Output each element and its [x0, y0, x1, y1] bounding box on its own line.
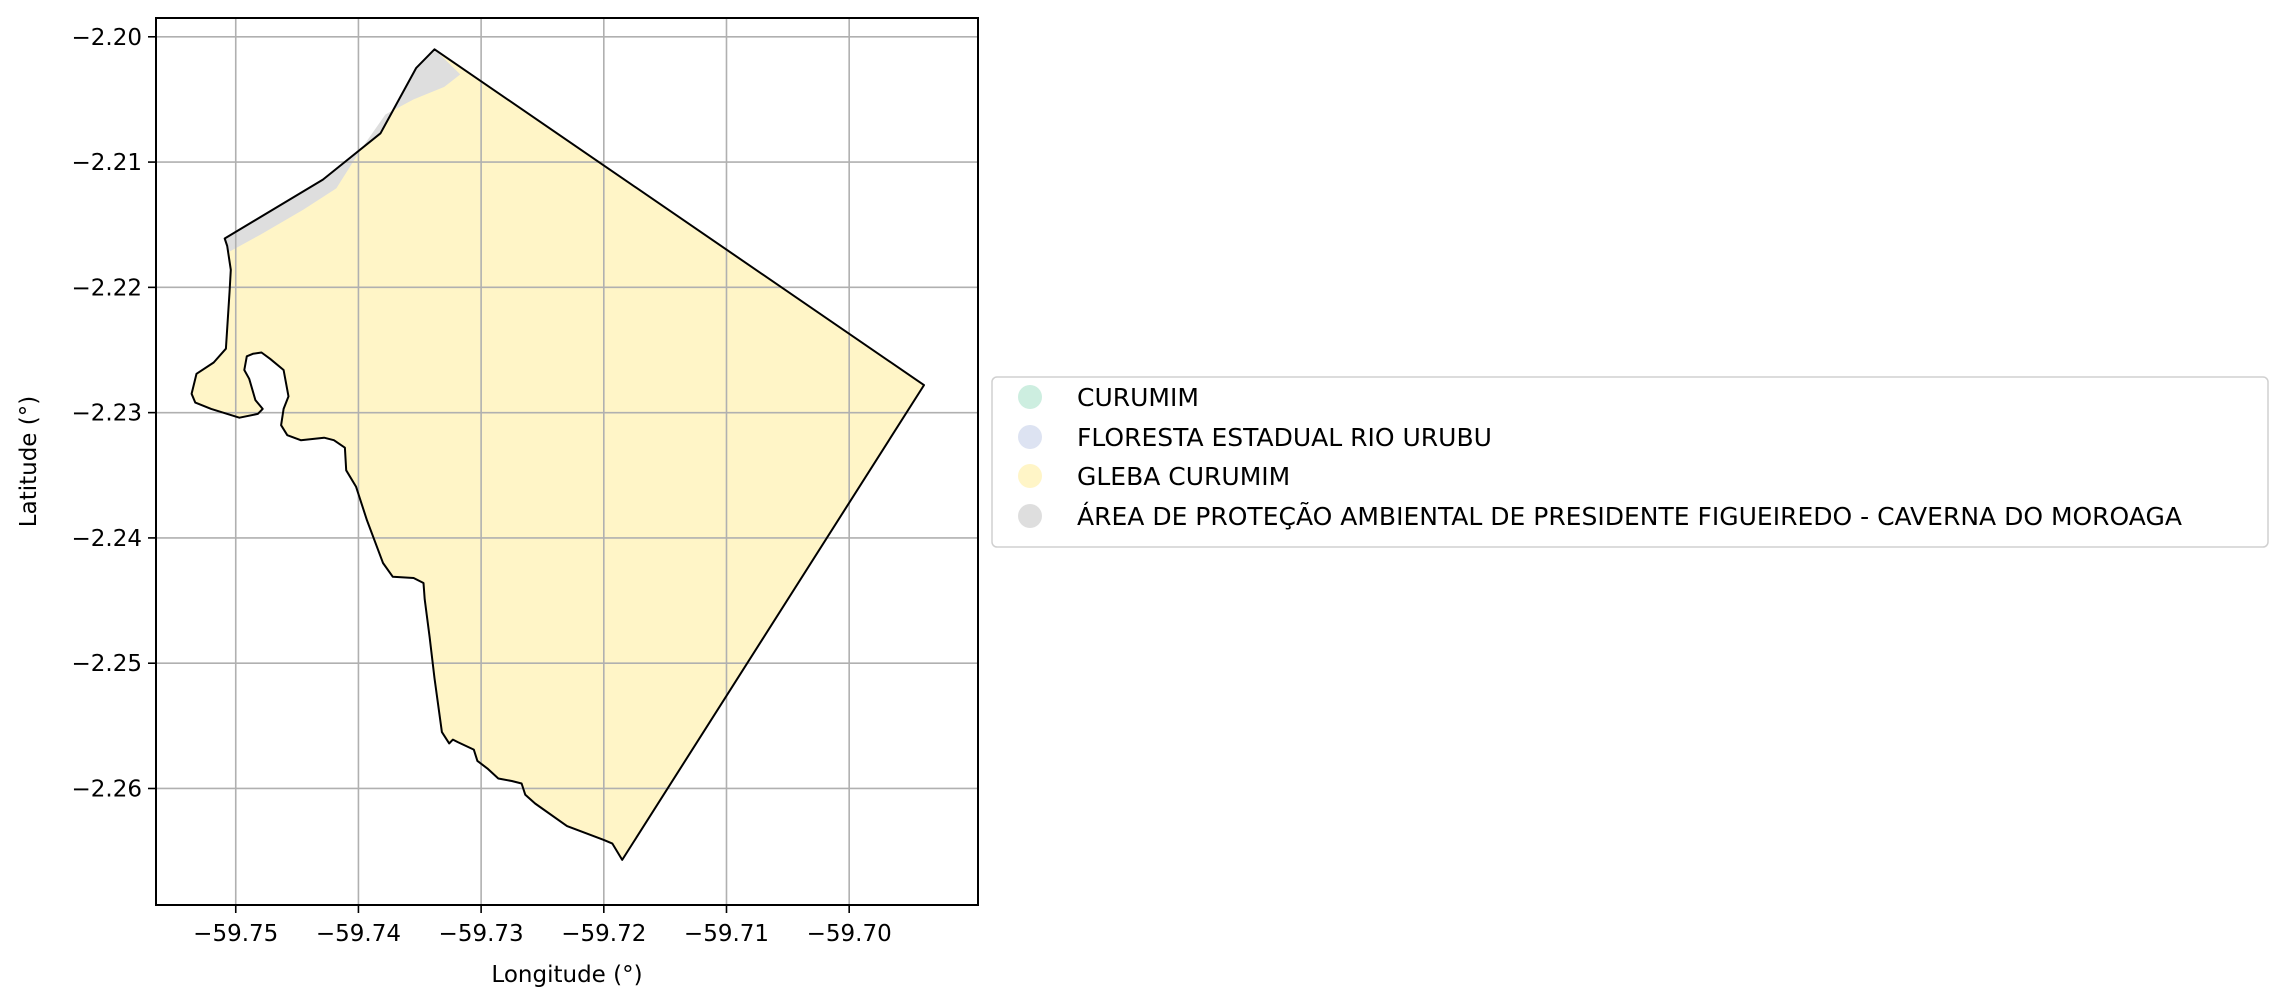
legend-marker-curumim	[1018, 385, 1042, 409]
legend-label-gleba-curumim: GLEBA CURUMIM	[1077, 462, 1290, 491]
gleba-curumim-region	[191, 49, 925, 860]
legend-marker-gleba-curumim	[1018, 464, 1042, 488]
x-tick-label-0: −59.75	[193, 921, 278, 947]
y-tick-label-4: −2.24	[72, 526, 142, 552]
x-axis-title: Longitude (°)	[491, 962, 642, 988]
y-tick-label-2: −2.22	[72, 275, 142, 301]
legend-label-curumim: CURUMIM	[1077, 383, 1199, 412]
legend-label-floresta-estadual: FLORESTA ESTADUAL RIO URUBU	[1077, 423, 1492, 452]
y-tick-label-5: −2.25	[72, 651, 142, 677]
legend-box	[991, 376, 2269, 548]
boundary-outline	[190, 48, 925, 861]
legend-marker-apa	[1018, 504, 1042, 528]
y-tick-label-0: −2.20	[72, 25, 142, 51]
y-tick-label-3: −2.23	[72, 401, 142, 427]
x-tick-label-3: −59.72	[561, 921, 646, 947]
x-tick-label-1: −59.74	[316, 921, 401, 947]
y-tick-label-1: −2.21	[72, 150, 142, 176]
legend-label-apa: ÁREA DE PROTEÇÃO AMBIENTAL DE PRESIDENTE…	[1077, 501, 2182, 531]
x-axis-ticks: −59.75 −59.74 −59.73 −59.72 −59.71 −59.70	[193, 905, 892, 947]
y-axis-title: Latitude (°)	[16, 396, 42, 527]
axes-frame	[155, 17, 979, 906]
map-plot	[191, 49, 925, 860]
apa-region	[224, 49, 461, 253]
legend: CURUMIM FLORESTA ESTADUAL RIO URUBU GLEB…	[991, 376, 2269, 548]
boundary-path	[190, 48, 925, 861]
x-tick-label-2: −59.73	[439, 921, 524, 947]
y-tick-label-6: −2.26	[72, 776, 142, 802]
x-tick-label-4: −59.71	[684, 921, 769, 947]
y-axis-ticks: −2.20 −2.21 −2.22 −2.23 −2.24 −2.25 −2.26	[72, 25, 156, 802]
legend-marker-floresta-estadual	[1018, 425, 1042, 449]
grid	[156, 18, 978, 905]
x-tick-label-5: −59.70	[807, 921, 892, 947]
